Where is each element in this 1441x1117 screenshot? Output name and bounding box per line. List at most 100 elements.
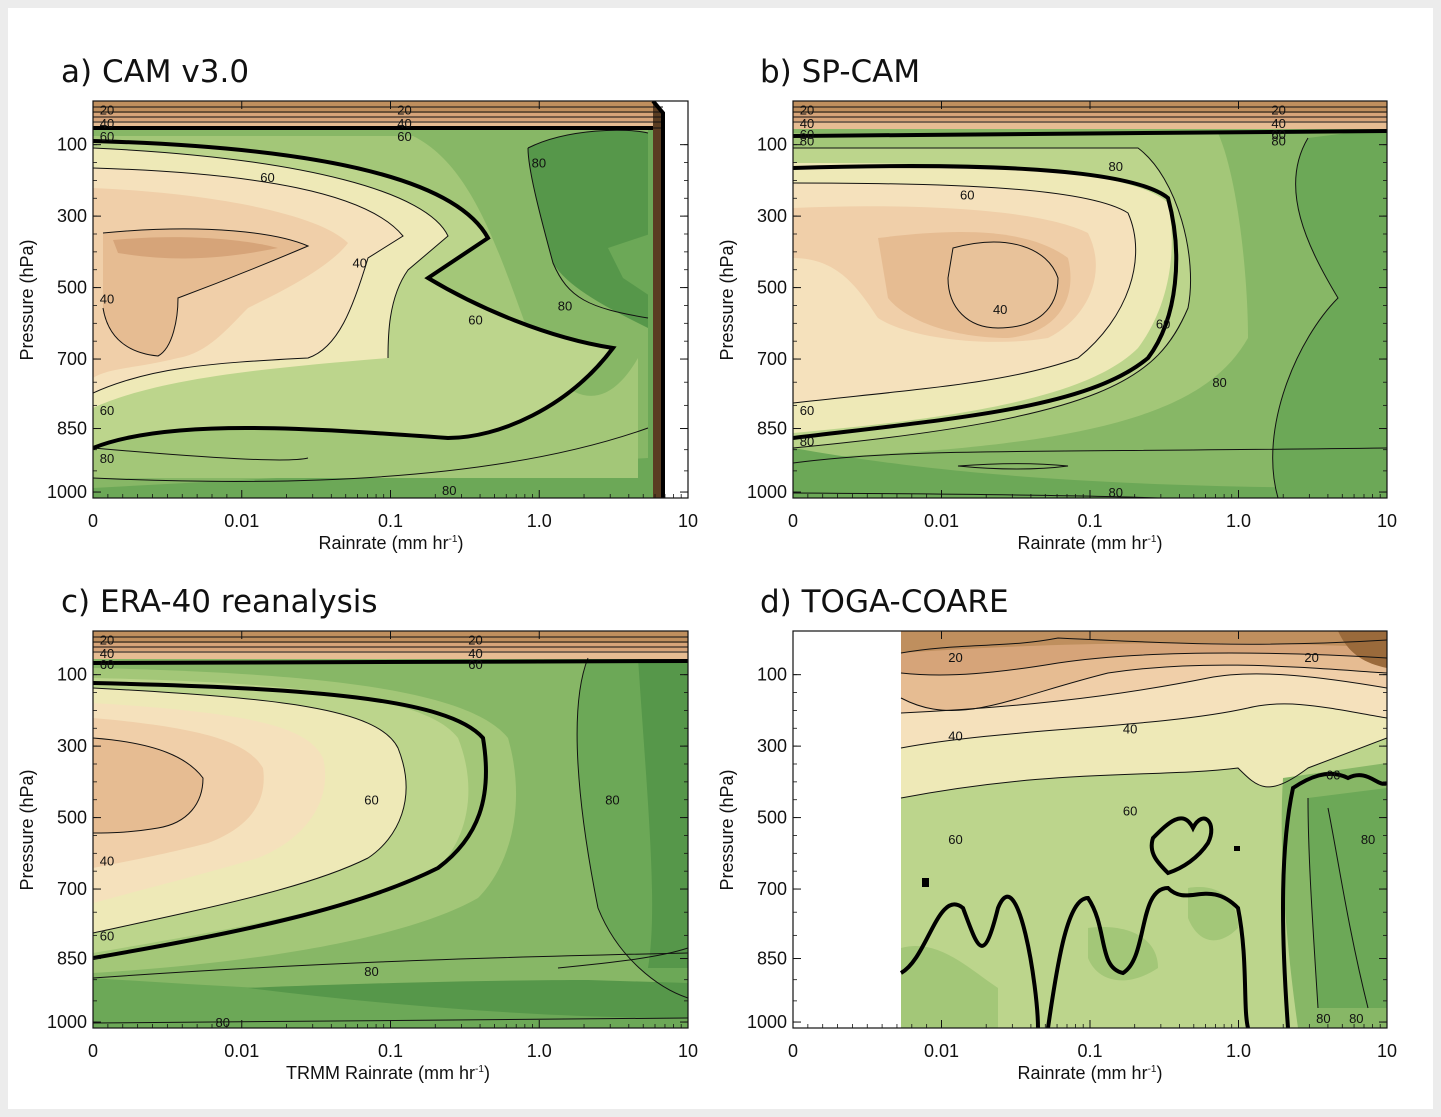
panel-b-fill [793, 101, 1387, 498]
band-green-4 [528, 130, 648, 328]
x-tick-label: 0.1 [378, 1041, 403, 1061]
contour-label: 60 [468, 657, 482, 672]
contour-label: 80 [605, 793, 619, 808]
panel-b-ticks: 0 0.01 0.1 1.0 10 100 300 500 700 850 1000 [747, 101, 1397, 531]
contour-label: 20 [1304, 650, 1318, 665]
y-tick-label: 300 [57, 206, 87, 226]
panel-b: b) SP-CAM [717, 54, 1397, 553]
band-green-3b [608, 233, 653, 298]
panel-b-contours [793, 106, 1387, 498]
contour-label: 60 [800, 403, 814, 418]
contour-label: 60 [397, 129, 411, 144]
contour-label: 80 [1349, 1011, 1363, 1026]
panel-c-ylabel: Pressure (hPa) [17, 769, 37, 890]
panel-d-bold-contour-2 [1046, 885, 1250, 1028]
panel-a-fill [93, 101, 688, 498]
contour-label: 20 [800, 103, 814, 118]
x-tick-label: 10 [678, 511, 698, 531]
panel-c-bold-contour [93, 681, 488, 960]
x-tick-label: 0.01 [924, 511, 959, 531]
panel-a: a) CAM v3.0 [17, 54, 698, 553]
y-tick-label: 850 [757, 949, 787, 969]
y-tick-label: 300 [757, 736, 787, 756]
contour-label: 80 [1361, 832, 1375, 847]
contour-label: 60 [948, 832, 962, 847]
contour-label: 60 [1326, 768, 1340, 783]
contour-label: 20 [100, 103, 114, 118]
contour-label: 20 [1271, 103, 1285, 118]
x-tick-label: 1.0 [527, 1041, 552, 1061]
x-tick-label: 0.1 [378, 511, 403, 531]
x-tick-label: 0 [788, 1041, 798, 1061]
contour-label: 40 [1271, 116, 1285, 131]
panel-d-ticks: 0 0.01 0.1 1.0 10 100 300 500 700 850 1000 [747, 631, 1397, 1061]
y-tick-label: 700 [57, 349, 87, 369]
figure: a) CAM v3.0 [8, 8, 1433, 1109]
panel-a-ylabel: Pressure (hPa) [17, 239, 37, 360]
panel-a-xlabel: Rainrate (mm hr-1) [319, 533, 464, 553]
panel-a-bold-contour [93, 139, 617, 450]
panel-b-ylabel: Pressure (hPa) [717, 239, 737, 360]
contour-label: 20 [468, 633, 482, 648]
x-tick-label: 0 [88, 1041, 98, 1061]
x-tick-label: 0 [788, 511, 798, 531]
contour-label: 40 [800, 116, 814, 131]
x-tick-label: 0.1 [1077, 511, 1102, 531]
contour-label: 80 [558, 298, 572, 313]
contour-label: 80 [1212, 375, 1226, 390]
y-tick-label: 850 [57, 949, 87, 969]
panel-d-bold-contour-3 [1149, 816, 1214, 876]
y-tick-label: 700 [757, 879, 787, 899]
panel-c-fill [93, 631, 688, 1028]
panel-c-contours [93, 636, 688, 1024]
figure-canvas: a) CAM v3.0 [17, 54, 1397, 1083]
panel-c: c) ERA-40 reanalysis [17, 584, 698, 1083]
y-tick-label: 1000 [747, 482, 787, 502]
contour-label: 80 [216, 1015, 230, 1030]
x-tick-label: 10 [1377, 1041, 1397, 1061]
contour-label: 60 [1156, 316, 1170, 331]
y-tick-label: 700 [57, 879, 87, 899]
panel-d-contours [900, 637, 1387, 1009]
panel-d-bold-contour-4 [1281, 771, 1387, 1028]
contour-label: 80 [532, 156, 546, 171]
y-tick-label: 500 [57, 278, 87, 298]
contour-label: 60 [100, 403, 114, 418]
contour-label: 40 [100, 646, 114, 661]
x-tick-label: 0.01 [924, 1041, 959, 1061]
panel-a-ticks: 0 0.01 0.1 1.0 10 100 300 500 700 850 1000 [47, 101, 698, 531]
y-tick-label: 1000 [747, 1012, 787, 1032]
panel-c-ticks: 0 0.01 0.1 1.0 10 100 300 500 700 850 1000 [47, 631, 698, 1061]
contour-label: 40 [468, 646, 482, 661]
x-tick-label: 0 [88, 511, 98, 531]
contour-label: 60 [100, 928, 114, 943]
contour-label: 40 [1123, 721, 1137, 736]
y-tick-label: 1000 [47, 1012, 87, 1032]
x-tick-label: 1.0 [527, 511, 552, 531]
contour-label: 80 [1109, 485, 1123, 500]
edge-wall [653, 101, 663, 498]
y-tick-label: 100 [757, 665, 787, 685]
panel-d-bold-contour-1 [899, 895, 1040, 1028]
contour-label: 40 [948, 728, 962, 743]
contour-label: 60 [364, 793, 378, 808]
y-tick-label: 100 [757, 135, 787, 155]
panel-b-title: b) SP-CAM [760, 54, 920, 90]
contour-label: 60 [960, 188, 974, 203]
contour-label: 40 [397, 116, 411, 131]
contour-label: 80 [1271, 133, 1285, 148]
contour-label: 80 [1109, 159, 1123, 174]
y-tick-label: 500 [57, 808, 87, 828]
panel-c-xlabel: TRMM Rainrate (mm hr-1) [286, 1063, 490, 1083]
contour-label: 80 [800, 133, 814, 148]
panel-d-ylabel: Pressure (hPa) [717, 769, 737, 890]
panel-a-title: a) CAM v3.0 [61, 54, 249, 90]
contour-label: 40 [993, 302, 1007, 317]
panel-d-contour-labels: 20 20 40 40 60 60 60 80 80 80 [948, 650, 1375, 1026]
x-tick-label: 0.01 [224, 1041, 259, 1061]
panel-c-title: c) ERA-40 reanalysis [61, 584, 378, 620]
contour-label: 60 [1123, 803, 1137, 818]
